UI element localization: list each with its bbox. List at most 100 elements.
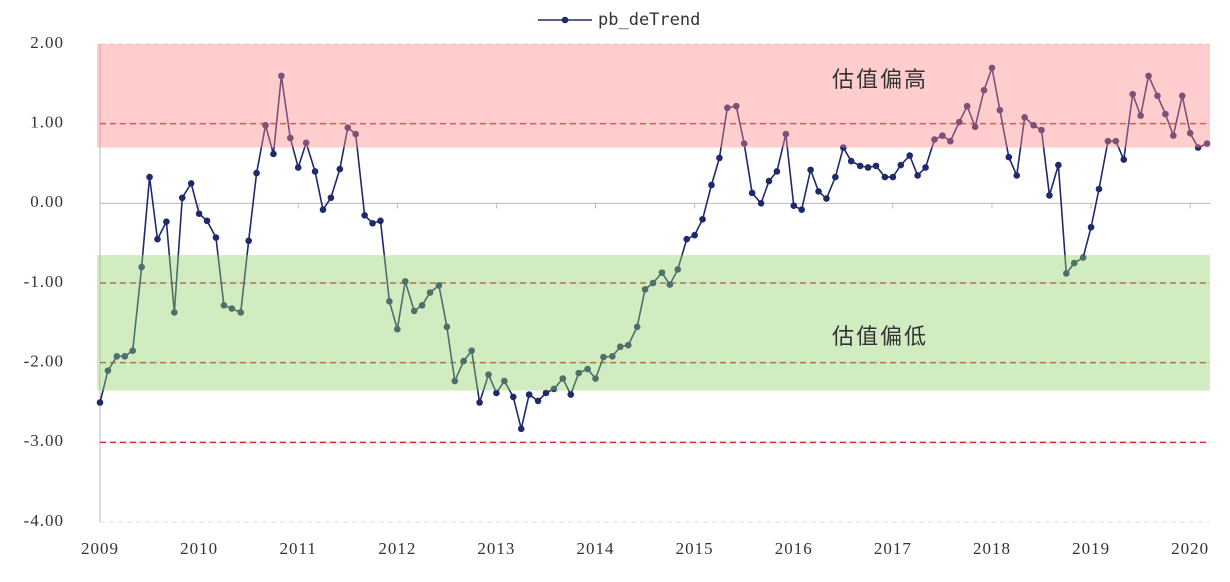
point [96, 399, 104, 406]
y-tick-label: -2.00 [24, 352, 64, 371]
point [534, 397, 542, 405]
point [633, 323, 641, 331]
point [584, 365, 591, 373]
point [617, 343, 624, 351]
y-tick-label: -1.00 [24, 272, 64, 291]
point [1062, 270, 1070, 277]
point [443, 323, 451, 331]
point [286, 134, 294, 142]
point [856, 162, 864, 170]
point [807, 166, 814, 174]
point [1162, 110, 1169, 118]
point [1030, 121, 1037, 129]
point [278, 72, 285, 80]
point [237, 309, 245, 316]
point [914, 172, 921, 179]
point [1178, 92, 1186, 100]
point [963, 102, 971, 110]
point [847, 157, 855, 165]
x-tick-label: 2009 [81, 539, 119, 558]
point [1120, 156, 1128, 163]
point [1145, 72, 1152, 80]
point [691, 231, 698, 239]
point [1038, 126, 1045, 134]
point [1046, 192, 1053, 199]
y-tick-label: 2.00 [30, 33, 64, 52]
point [361, 211, 368, 219]
point [575, 369, 582, 377]
point [262, 121, 269, 129]
band-label: 估值偏低 [832, 325, 928, 350]
point [352, 130, 359, 138]
point [493, 389, 500, 397]
point [1203, 140, 1211, 147]
point [1112, 137, 1120, 145]
point [187, 180, 195, 187]
point [724, 104, 731, 112]
point [881, 173, 889, 181]
point [485, 371, 492, 378]
point [815, 188, 822, 195]
point [178, 194, 186, 202]
legend-marker [561, 16, 569, 24]
point [319, 206, 327, 214]
point [129, 347, 137, 355]
point [394, 325, 401, 333]
point [971, 123, 979, 131]
point [509, 393, 517, 401]
point [757, 200, 765, 207]
point [104, 367, 112, 374]
point [154, 235, 161, 243]
point [748, 189, 756, 197]
point [716, 154, 723, 162]
point [1055, 161, 1062, 169]
point [1170, 132, 1177, 139]
point [113, 352, 121, 360]
point [840, 144, 847, 151]
point [782, 130, 790, 138]
point [476, 399, 483, 406]
band-label: 估值偏高 [832, 68, 928, 93]
point [220, 302, 228, 309]
point [947, 137, 954, 145]
point [683, 235, 691, 243]
x-tick-label: 2019 [1072, 539, 1110, 558]
point [121, 352, 129, 360]
point [138, 263, 145, 271]
point [567, 391, 575, 398]
point [1194, 144, 1202, 151]
point [451, 377, 459, 385]
point [1079, 254, 1087, 261]
point [460, 357, 468, 365]
point [203, 217, 211, 225]
point [501, 377, 508, 385]
point [146, 173, 153, 181]
point [435, 282, 443, 289]
y-tick-label: -3.00 [24, 431, 64, 450]
point [418, 302, 426, 309]
point [832, 173, 839, 181]
point [550, 385, 558, 393]
point [1021, 113, 1028, 121]
point [1070, 259, 1078, 267]
point [790, 202, 798, 210]
point [468, 347, 475, 355]
point [369, 219, 376, 227]
point [410, 307, 418, 315]
point [212, 234, 220, 241]
point [195, 210, 203, 217]
point [988, 64, 996, 72]
point [666, 281, 674, 288]
band [97, 255, 1210, 391]
point [864, 164, 872, 171]
x-tick-label: 2018 [973, 539, 1011, 558]
x-tick-label: 2014 [577, 539, 615, 558]
band [97, 44, 1210, 148]
y-tick-label: 1.00 [30, 113, 64, 132]
point [302, 139, 310, 147]
point [336, 165, 344, 173]
point [386, 298, 393, 305]
point [517, 425, 525, 433]
point [1087, 223, 1095, 231]
